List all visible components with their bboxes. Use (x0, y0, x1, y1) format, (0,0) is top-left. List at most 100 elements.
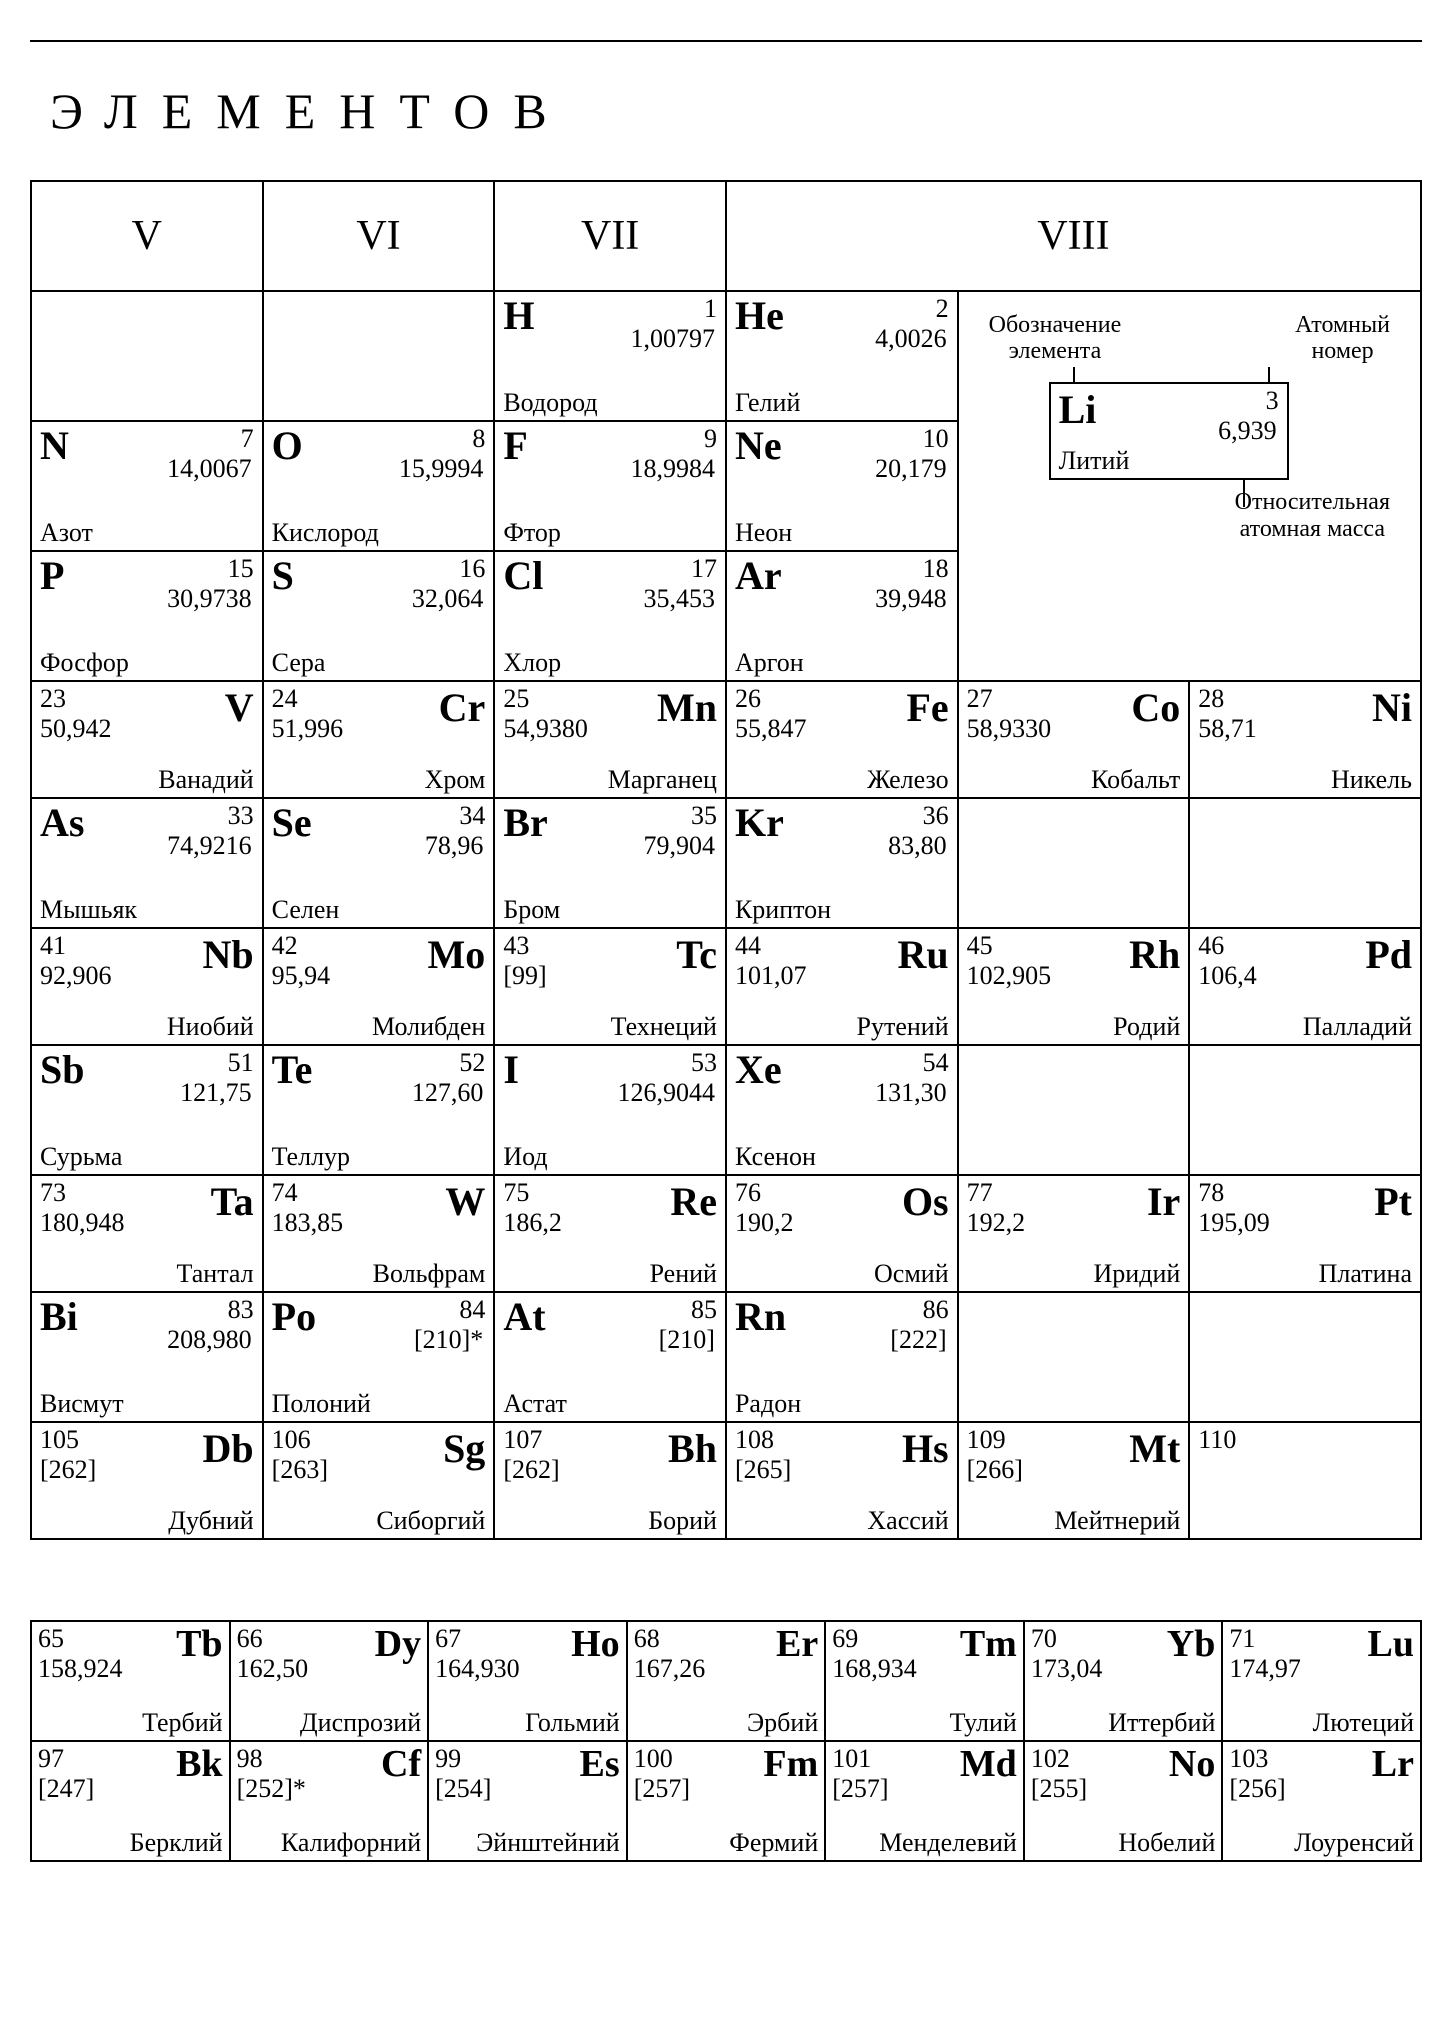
symbol: Cl (503, 552, 543, 599)
cell-Cf: 98[252]*CfКалифорний (231, 1742, 428, 1860)
empty-cell (32, 292, 262, 420)
atomic-number: 15 (228, 554, 254, 584)
symbol: Os (902, 1178, 949, 1225)
cell-Bk: 97[247]BkБерклий (32, 1742, 229, 1860)
symbol: Re (670, 1178, 717, 1225)
element-name: Эйнштейний (476, 1828, 620, 1858)
symbol: Se (272, 799, 312, 846)
cell-Tm: 69168,934TmТулий (826, 1622, 1023, 1740)
atomic-mass: 50,942 (40, 714, 112, 744)
atomic-number: 70 (1031, 1624, 1057, 1654)
lanthanide-actinide-table: 65158,924TbТербий 66162,50DyДиспрозий 67… (30, 1620, 1422, 1862)
element-name: Тантал (177, 1259, 254, 1289)
cell-Fm: 100[257]FmФермий (628, 1742, 825, 1860)
atomic-mass: 208,980 (167, 1325, 252, 1355)
atomic-number: 51 (228, 1048, 254, 1078)
atomic-number: 103 (1229, 1744, 1268, 1774)
atomic-number: 41 (40, 931, 66, 961)
cell-Tc: 43[99]TcТехнеций (495, 929, 725, 1044)
symbol: Es (580, 1742, 620, 1786)
symbol: Ru (897, 931, 948, 978)
atomic-number: 28 (1198, 684, 1224, 714)
element-name: Иод (503, 1142, 547, 1172)
symbol: V (225, 684, 254, 731)
atomic-mass: 102,905 (967, 961, 1052, 991)
atomic-number: 102 (1031, 1744, 1070, 1774)
element-name: Сиборгий (376, 1506, 485, 1536)
cell-Ne: Ne1020,179Неон (727, 422, 957, 550)
atomic-mass: [262] (40, 1455, 96, 1485)
atomic-mass: 101,07 (735, 961, 807, 991)
atomic-number: 45 (967, 931, 993, 961)
atomic-number: 74 (272, 1178, 298, 1208)
atomic-mass: [210] (659, 1325, 715, 1355)
element-name: Аргон (735, 648, 804, 678)
atomic-mass: [265] (735, 1455, 791, 1485)
atomic-number: 98 (237, 1744, 263, 1774)
atomic-number: 9 (704, 424, 717, 454)
symbol: Cr (439, 684, 486, 731)
atomic-number: 73 (40, 1178, 66, 1208)
top-rule (30, 40, 1422, 42)
symbol: Rh (1129, 931, 1180, 978)
symbol: Sb (40, 1046, 85, 1093)
atomic-mass: 35,453 (643, 584, 715, 614)
atomic-mass: 18,9984 (630, 454, 715, 484)
atomic-number: 97 (38, 1744, 64, 1774)
cell-F: F918,9984Фтор (495, 422, 725, 550)
symbol: S (272, 552, 294, 599)
atomic-number: 1 (704, 294, 717, 324)
atomic-mass: 92,906 (40, 961, 112, 991)
cell-Bh: 107[262]BhБорий (495, 1423, 725, 1538)
cell-At: At85[210]Астат (495, 1293, 725, 1421)
legend-example-box: Li 3 6,939 Литий (1049, 382, 1289, 480)
atomic-number: 24 (272, 684, 298, 714)
atomic-mass: 164,930 (435, 1654, 520, 1684)
cell-He: He 2 4,0026 Гелий (727, 292, 957, 420)
atomic-mass: 58,9330 (967, 714, 1052, 744)
element-name: Хром (425, 765, 486, 795)
cell-As: As3374,9216Мышьяк (32, 799, 262, 927)
atomic-mass: [254] (435, 1774, 491, 1804)
element-name: Сурьма (40, 1142, 122, 1172)
atomic-mass: [266] (967, 1455, 1023, 1485)
cell-Cl: Cl1735,453Хлор (495, 552, 725, 680)
cell-S: S1632,064Сера (264, 552, 494, 680)
group-header-row: V VI VII VIII (31, 181, 1421, 291)
cell-Kr: Kr3683,80Криптон (727, 799, 957, 927)
cell-V: 2350,942VВанадий (32, 682, 262, 797)
symbol: N (40, 422, 69, 469)
atomic-number: 36 (923, 801, 949, 831)
atomic-number: 75 (503, 1178, 529, 1208)
symbol: Ho (571, 1622, 620, 1666)
symbol: Ni (1372, 684, 1412, 731)
cell-Ar: Ar1839,948Аргон (727, 552, 957, 680)
atomic-mass: 6,939 (1218, 416, 1277, 446)
symbol: No (1169, 1742, 1215, 1786)
atomic-mass: 83,80 (888, 831, 947, 861)
cell-Cr: 2451,996CrХром (264, 682, 494, 797)
atomic-mass: 183,85 (272, 1208, 344, 1238)
atomic-number: 7 (241, 424, 254, 454)
cell-Db: 105[262]DbДубний (32, 1423, 262, 1538)
element-name: Литий (1059, 446, 1130, 476)
element-name: Водород (503, 388, 597, 418)
symbol: Fm (763, 1742, 818, 1786)
symbol: Dy (375, 1622, 421, 1666)
element-name: Ксенон (735, 1142, 816, 1172)
atomic-number: 53 (691, 1048, 717, 1078)
symbol: Db (203, 1425, 254, 1472)
symbol: Bh (668, 1425, 717, 1472)
atomic-mass: 168,934 (832, 1654, 917, 1684)
element-name: Эрбий (747, 1708, 818, 1738)
element-name: Палладий (1303, 1012, 1412, 1042)
symbol: Li (1059, 386, 1097, 433)
atomic-mass: 186,2 (503, 1208, 562, 1238)
legend-mass-label: Относительнаяатомная масса (1235, 489, 1390, 542)
atomic-number: 100 (634, 1744, 673, 1774)
element-name: Кобальт (1091, 765, 1180, 795)
cell-Bi: Bi83208,980Висмут (32, 1293, 262, 1421)
element-name: Криптон (735, 895, 831, 925)
atomic-number: 109 (967, 1425, 1006, 1455)
atomic-mass: 55,847 (735, 714, 807, 744)
